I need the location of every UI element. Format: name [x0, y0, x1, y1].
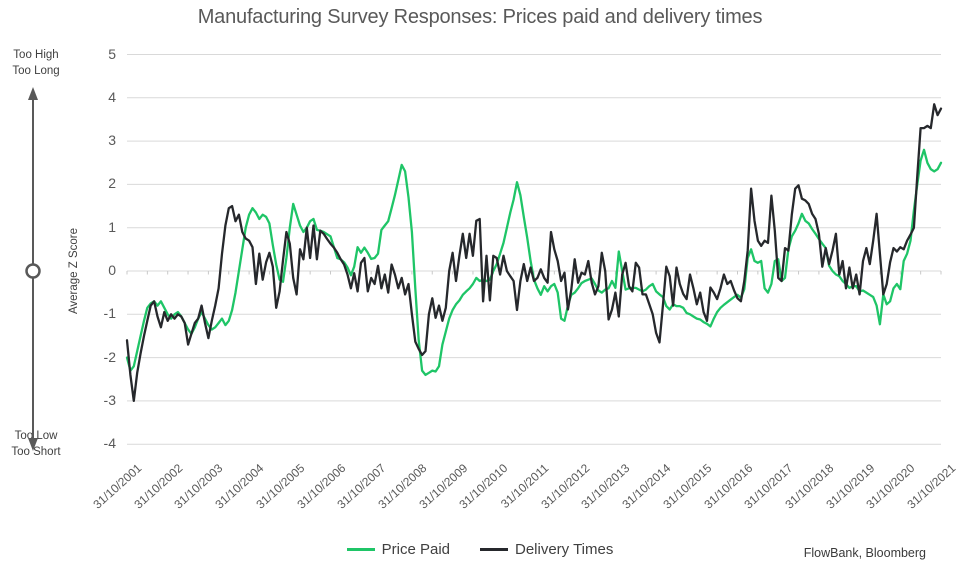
legend-item-price-paid: Price Paid [346, 541, 450, 558]
annotation-line: Too Low [14, 430, 58, 442]
y-tick-label: -2 [103, 348, 116, 365]
legend-line-swatch [480, 548, 508, 551]
annotation-too-high-too-long: Too High Too Long [2, 47, 70, 79]
y-tick-label: -1 [103, 305, 116, 322]
legend-label: Delivery Times [515, 541, 614, 558]
series-line-price-paid [125, 148, 943, 377]
source-attribution: FlowBank, Bloomberg [803, 546, 926, 560]
series-lines [125, 103, 943, 403]
y-tick-label: 0 [108, 262, 116, 278]
y-tick-label: 2 [108, 175, 116, 192]
legend-item-delivery-times: Delivery Times [480, 541, 613, 558]
y-tick-label: 4 [108, 88, 116, 105]
range-arrow [25, 87, 41, 451]
gridlines [126, 54, 942, 445]
neutral-marker-circle [25, 263, 41, 279]
annotation-too-low-too-short: Too Low Too Short [2, 428, 70, 460]
annotation-line: Too High [13, 49, 59, 61]
chart-legend: Price Paid Delivery Times [0, 541, 960, 558]
annotation-line: Too Long [12, 65, 60, 77]
annotation-line: Too Short [11, 446, 61, 458]
legend-label: Price Paid [381, 541, 450, 558]
series-line-delivery-times [125, 103, 943, 403]
arrow-down-icon [28, 438, 38, 451]
y-tick-label: -4 [103, 435, 116, 452]
chart-title: Manufacturing Survey Responses: Prices p… [197, 6, 763, 28]
y-tick-label: 1 [108, 218, 116, 235]
legend-line-swatch [346, 548, 375, 551]
y-tick-label: -3 [103, 391, 116, 408]
arrow-up-icon [28, 87, 38, 100]
y-tick-label: 3 [108, 132, 116, 149]
y-tick-label: 5 [108, 45, 116, 62]
